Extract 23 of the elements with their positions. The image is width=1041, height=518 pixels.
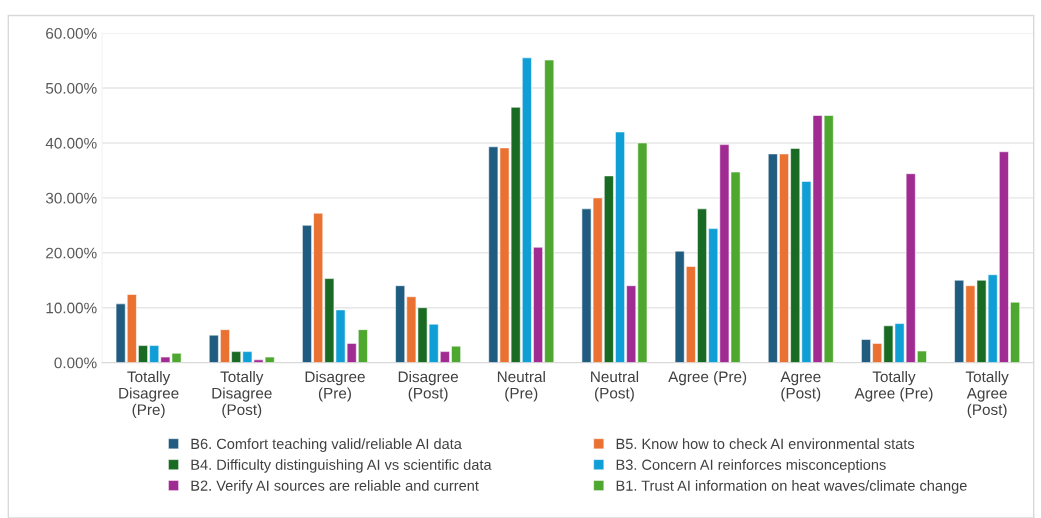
x-tick-label: Totally Agree (Pre): [854, 370, 933, 402]
legend-label: B2. Verify AI sources are reliable and current: [191, 480, 479, 494]
x-tick-label: Totally Disagree (Post): [212, 370, 272, 419]
y-tick-label: 0.00%: [54, 357, 97, 369]
y-tick-label: 20.00%: [46, 247, 97, 259]
x-tick-label: Neutral (Pre): [497, 370, 545, 402]
legend-label: B6. Comfort teaching valid/reliable AI data: [191, 438, 462, 452]
x-tick-label: Disagree (Pre): [305, 370, 365, 402]
y-tick-label: 50.00%: [45, 82, 97, 94]
x-tick-label: Disagree (Post): [398, 370, 458, 402]
legend-label: B4. Difficulty distinguishing AI vs scientific data: [191, 459, 492, 473]
x-tick-label: Agree (Pre): [668, 370, 747, 386]
y-tick-label: 30.00%: [45, 192, 97, 204]
y-tick-label: 40.00%: [45, 137, 97, 149]
x-tick-label: Totally Agree (Post): [965, 370, 1009, 419]
x-tick-label: Totally Disagree (Pre): [119, 370, 179, 419]
x-tick-label: Agree (Post): [780, 371, 821, 402]
x-tick-label: Neutral (Post): [591, 370, 639, 402]
y-tick-label: 60.00%: [46, 28, 97, 39]
legend-label: B1. Trust AI information on heat waves/climate change: [616, 480, 967, 494]
legend-label: B5. Know how to check AI environmental stats: [616, 438, 915, 450]
y-tick-label: 10.00%: [46, 302, 97, 314]
legend-label: B3. Concern AI reinforces misconceptions: [616, 459, 886, 473]
